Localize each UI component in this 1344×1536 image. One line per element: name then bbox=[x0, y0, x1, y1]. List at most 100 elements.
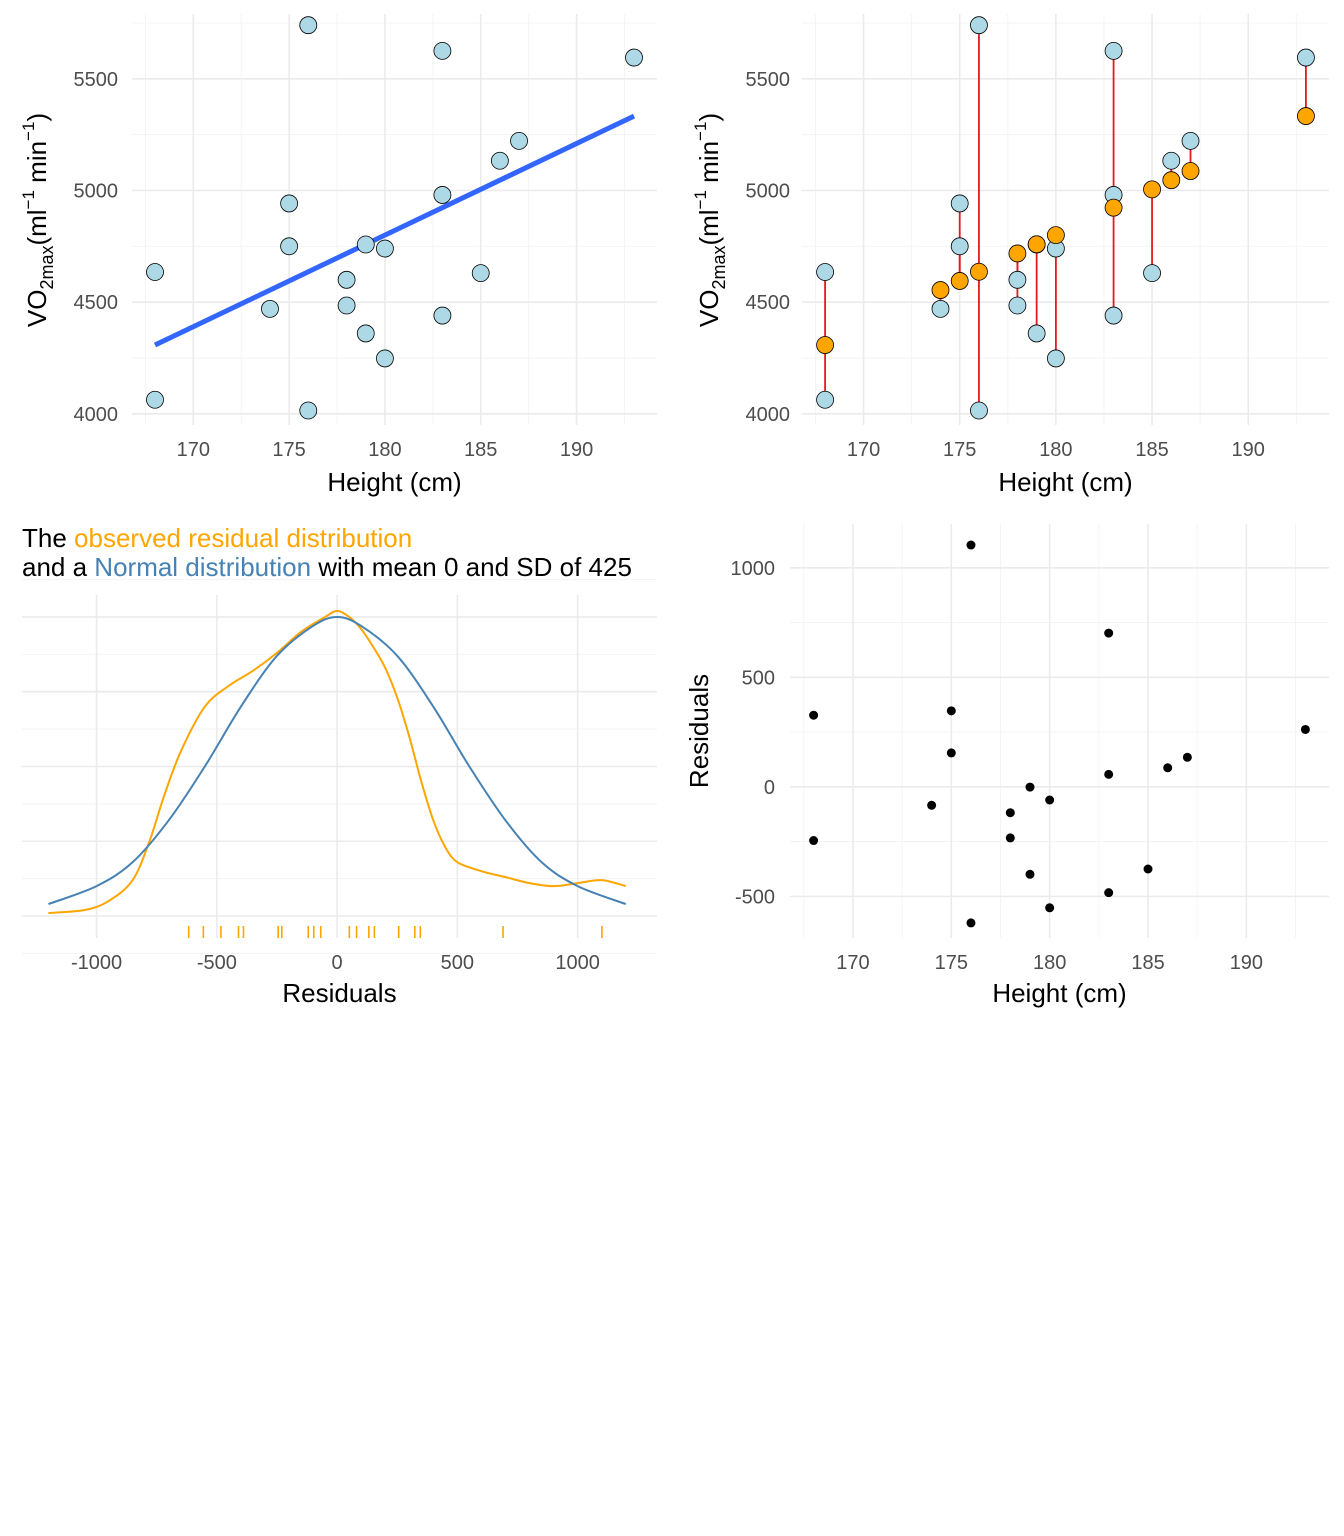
observed-point bbox=[299, 401, 318, 420]
predicted-point bbox=[816, 336, 834, 354]
x-tick-label: 170 bbox=[847, 439, 880, 461]
observed-point bbox=[1046, 349, 1065, 368]
observed-point bbox=[1162, 151, 1181, 170]
observed-point bbox=[337, 296, 356, 315]
y-tick-label: 5000 bbox=[74, 180, 119, 202]
x-axis-title: Height (cm) bbox=[327, 467, 461, 497]
y-axis-title: Residuals bbox=[684, 674, 714, 788]
x-axis-title: Residuals bbox=[282, 978, 396, 1008]
predicted-point bbox=[1297, 107, 1315, 125]
normal-density-curve bbox=[48, 615, 627, 905]
y-tick-label: 5500 bbox=[74, 69, 119, 91]
observed-point bbox=[950, 194, 969, 213]
x-tick-label: 185 bbox=[1135, 439, 1168, 461]
panel-residuals-vs-height: 170 175 180 185 190 -500 0 500 1000 Height (cm) Re… bbox=[684, 524, 1329, 1008]
y-axis-title-part: VO bbox=[22, 290, 52, 328]
predicted-point bbox=[1162, 171, 1181, 190]
predicted-point bbox=[950, 272, 969, 290]
y-axis-title-part: VO bbox=[694, 290, 724, 328]
y-tick-label: 4500 bbox=[746, 292, 791, 314]
observed-point bbox=[433, 306, 452, 325]
observed-point bbox=[490, 151, 509, 170]
observed-point bbox=[1104, 41, 1123, 60]
panel-title-part: observed residual distribution bbox=[74, 523, 412, 553]
observed-density-curve bbox=[48, 609, 626, 915]
observed-point bbox=[261, 299, 279, 318]
predicted-point bbox=[931, 281, 950, 299]
residual-point bbox=[1104, 888, 1114, 898]
observed-point bbox=[337, 270, 356, 289]
residual-point bbox=[927, 800, 937, 810]
residual-point bbox=[966, 918, 976, 928]
panel-title-part: with mean 0 and SD of 425 bbox=[311, 552, 632, 582]
observed-point bbox=[1008, 296, 1027, 315]
panel-title-part: The bbox=[22, 523, 74, 553]
y-axis-title-part: ) bbox=[22, 113, 52, 122]
predicted-point bbox=[1027, 235, 1046, 254]
observed-point bbox=[471, 264, 490, 283]
observed-point bbox=[1008, 270, 1027, 289]
residual-point bbox=[1005, 808, 1015, 818]
y-axis-title-part: 2max bbox=[709, 246, 729, 290]
y-tick-label: 500 bbox=[742, 667, 775, 689]
panel-title-part: Normal distribution bbox=[94, 552, 311, 582]
observed-point bbox=[356, 324, 375, 343]
y-axis-title-part: ) bbox=[694, 113, 724, 122]
observed-point bbox=[433, 41, 452, 60]
y-axis-title-part: 2max bbox=[37, 246, 57, 290]
residual-point bbox=[1104, 769, 1114, 779]
observed-point bbox=[1104, 306, 1123, 325]
x-tick-label: 185 bbox=[464, 439, 497, 461]
observed-point bbox=[1297, 48, 1315, 67]
residual-point bbox=[809, 836, 819, 846]
residual-point bbox=[1143, 864, 1153, 874]
y-axis-title: VO2max(ml−1 min−1) bbox=[19, 113, 57, 327]
observed-point bbox=[376, 349, 394, 368]
panel-residual-segments: 170 175 180 185 190 4000 4500 5000 5500 Height (c… bbox=[691, 14, 1329, 497]
y-axis-title-part: (ml bbox=[694, 209, 724, 245]
observed-point bbox=[1143, 264, 1161, 283]
residual-point bbox=[946, 706, 956, 716]
x-tick-label: 190 bbox=[560, 439, 593, 461]
residual-point bbox=[1025, 869, 1035, 879]
observed-point bbox=[816, 390, 834, 409]
residual-point bbox=[1045, 795, 1055, 805]
residual-point bbox=[966, 540, 976, 550]
y-tick-label: 1000 bbox=[731, 558, 776, 580]
observed-point bbox=[970, 401, 988, 420]
residual-point bbox=[1104, 628, 1114, 638]
observed-point bbox=[146, 390, 164, 409]
y-axis-title-part: −1 bbox=[19, 122, 38, 141]
y-axis-title-part: −1 bbox=[19, 190, 38, 209]
x-tick-label: 500 bbox=[441, 952, 474, 974]
observed-point bbox=[146, 263, 164, 281]
x-tick-label: 175 bbox=[272, 439, 305, 461]
x-tick-label: -1000 bbox=[71, 952, 122, 974]
observed-point bbox=[299, 16, 318, 35]
observed-point bbox=[816, 263, 834, 281]
x-tick-label: -500 bbox=[197, 952, 237, 974]
observed-point bbox=[950, 237, 969, 256]
x-tick-label: 0 bbox=[332, 952, 343, 974]
panel-observed-with-fit: 170 175 180 185 190 4000 4500 5000 5500 Height (c… bbox=[19, 14, 657, 497]
predicted-point bbox=[970, 262, 988, 281]
x-tick-label: 1000 bbox=[555, 952, 600, 974]
panel-title-line-1: The observed residual distribution bbox=[22, 523, 412, 553]
residual-point bbox=[1045, 903, 1055, 913]
observed-point bbox=[376, 239, 394, 258]
observed-point bbox=[625, 48, 643, 67]
residual-point bbox=[1025, 782, 1035, 792]
observed-point bbox=[280, 194, 299, 213]
y-tick-label: 5500 bbox=[746, 69, 791, 91]
panel-title-part: and a bbox=[22, 552, 94, 582]
x-tick-label: 170 bbox=[836, 952, 869, 974]
y-tick-label: 5000 bbox=[746, 180, 791, 202]
observed-point bbox=[970, 16, 988, 35]
panel-title-line-2: and a Normal distribution with mean 0 an… bbox=[22, 552, 632, 582]
panel-residual-density: -1000 -500 0 500 1000 Residuals The observed r… bbox=[22, 523, 657, 1008]
x-tick-label: 190 bbox=[1230, 952, 1263, 974]
observed-point bbox=[433, 186, 452, 204]
residual-point bbox=[1182, 752, 1192, 762]
regression-line bbox=[153, 113, 636, 348]
predicted-point bbox=[1143, 180, 1161, 199]
